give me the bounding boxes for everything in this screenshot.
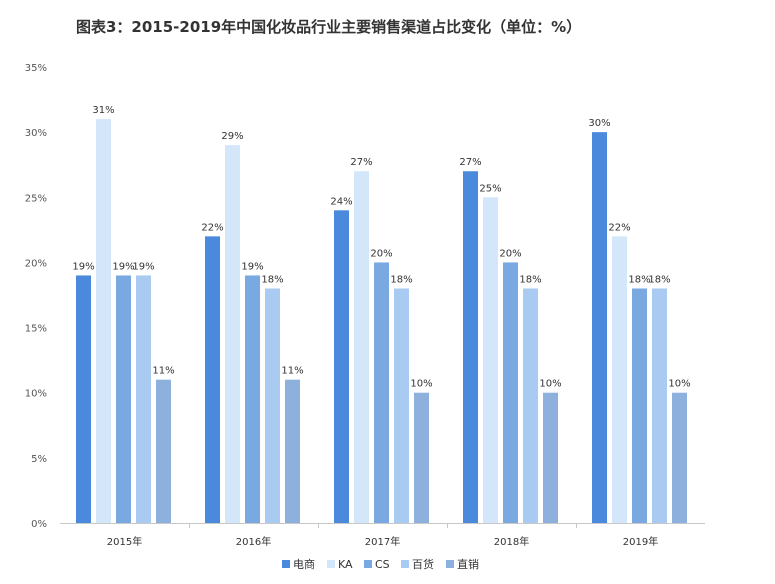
bar-data-label: 25% — [479, 183, 501, 194]
bar-data-label: 30% — [588, 118, 610, 129]
bar-data-label: 18% — [390, 274, 412, 285]
bar-data-label: 20% — [499, 248, 521, 259]
bar-data-label: 18% — [648, 274, 670, 285]
bar-3 — [374, 262, 389, 523]
bar-data-label: 10% — [410, 379, 432, 390]
bar-1 — [334, 210, 349, 524]
bar-data-label: 27% — [459, 157, 481, 168]
bar-data-label: 11% — [152, 366, 174, 377]
bar-4 — [136, 275, 151, 523]
bar-data-label: 19% — [132, 261, 154, 272]
bar-3 — [116, 275, 131, 523]
bar-2 — [612, 236, 627, 523]
bar-3 — [632, 288, 647, 523]
legend-swatch — [282, 560, 290, 568]
legend-swatch — [364, 560, 372, 568]
bar-data-label: 19% — [241, 261, 263, 272]
legend-label: 直销 — [457, 557, 479, 571]
bar-3 — [503, 262, 518, 523]
bar-4 — [394, 288, 409, 523]
legend-label: KA — [338, 558, 353, 571]
legend-swatch — [446, 560, 454, 568]
bar-1 — [592, 132, 607, 523]
bar-4 — [652, 288, 667, 523]
x-category-label: 2018年 — [494, 535, 529, 548]
bar-data-label: 18% — [628, 274, 650, 285]
y-tick-label: 5% — [31, 454, 47, 465]
bar-data-label: 18% — [261, 274, 283, 285]
chart-title: 图表3：2015-2019年中国化妆品行业主要销售渠道占比变化（单位：%） — [76, 18, 582, 36]
bar-data-label: 27% — [350, 157, 372, 168]
legend-swatch — [401, 560, 409, 568]
x-category-label: 2015年 — [107, 535, 142, 548]
bar-3 — [245, 275, 260, 523]
bar-4 — [523, 288, 538, 523]
bar-5 — [156, 379, 171, 523]
bar-data-label: 24% — [330, 196, 352, 207]
bar-data-label: 19% — [112, 261, 134, 272]
bar-1 — [463, 171, 478, 523]
legend-label: 百货 — [412, 557, 434, 571]
y-tick-label: 25% — [25, 193, 47, 204]
legend-label: 电商 — [293, 557, 315, 571]
bar-data-label: 31% — [92, 105, 114, 116]
bar-1 — [205, 236, 220, 523]
x-category-label: 2019年 — [623, 535, 658, 548]
x-category-label: 2017年 — [365, 535, 400, 548]
bar-5 — [285, 379, 300, 523]
bar-data-label: 11% — [281, 366, 303, 377]
bar-5 — [672, 392, 687, 523]
bar-1 — [76, 275, 91, 523]
y-tick-label: 15% — [25, 324, 47, 335]
bar-data-label: 10% — [668, 379, 690, 390]
bar-4 — [265, 288, 280, 523]
y-tick-label: 0% — [31, 519, 47, 530]
bar-2 — [483, 197, 498, 524]
bar-data-label: 19% — [72, 261, 94, 272]
bar-2 — [225, 145, 240, 523]
x-category-label: 2016年 — [236, 535, 271, 548]
y-tick-label: 20% — [25, 258, 47, 269]
y-tick-label: 30% — [25, 128, 47, 139]
y-tick-label: 10% — [25, 389, 47, 400]
bar-2 — [354, 171, 369, 523]
bar-data-label: 20% — [370, 248, 392, 259]
y-tick-label: 35% — [25, 63, 47, 74]
bar-data-label: 29% — [221, 131, 243, 142]
bar-data-label: 22% — [608, 222, 630, 233]
bar-data-label: 10% — [539, 379, 561, 390]
legend-label: CS — [375, 558, 390, 571]
bar-data-label: 22% — [201, 222, 223, 233]
bar-2 — [96, 119, 111, 523]
bar-data-label: 18% — [519, 274, 541, 285]
bar-5 — [414, 392, 429, 523]
bar-5 — [543, 392, 558, 523]
legend-swatch — [327, 560, 335, 568]
